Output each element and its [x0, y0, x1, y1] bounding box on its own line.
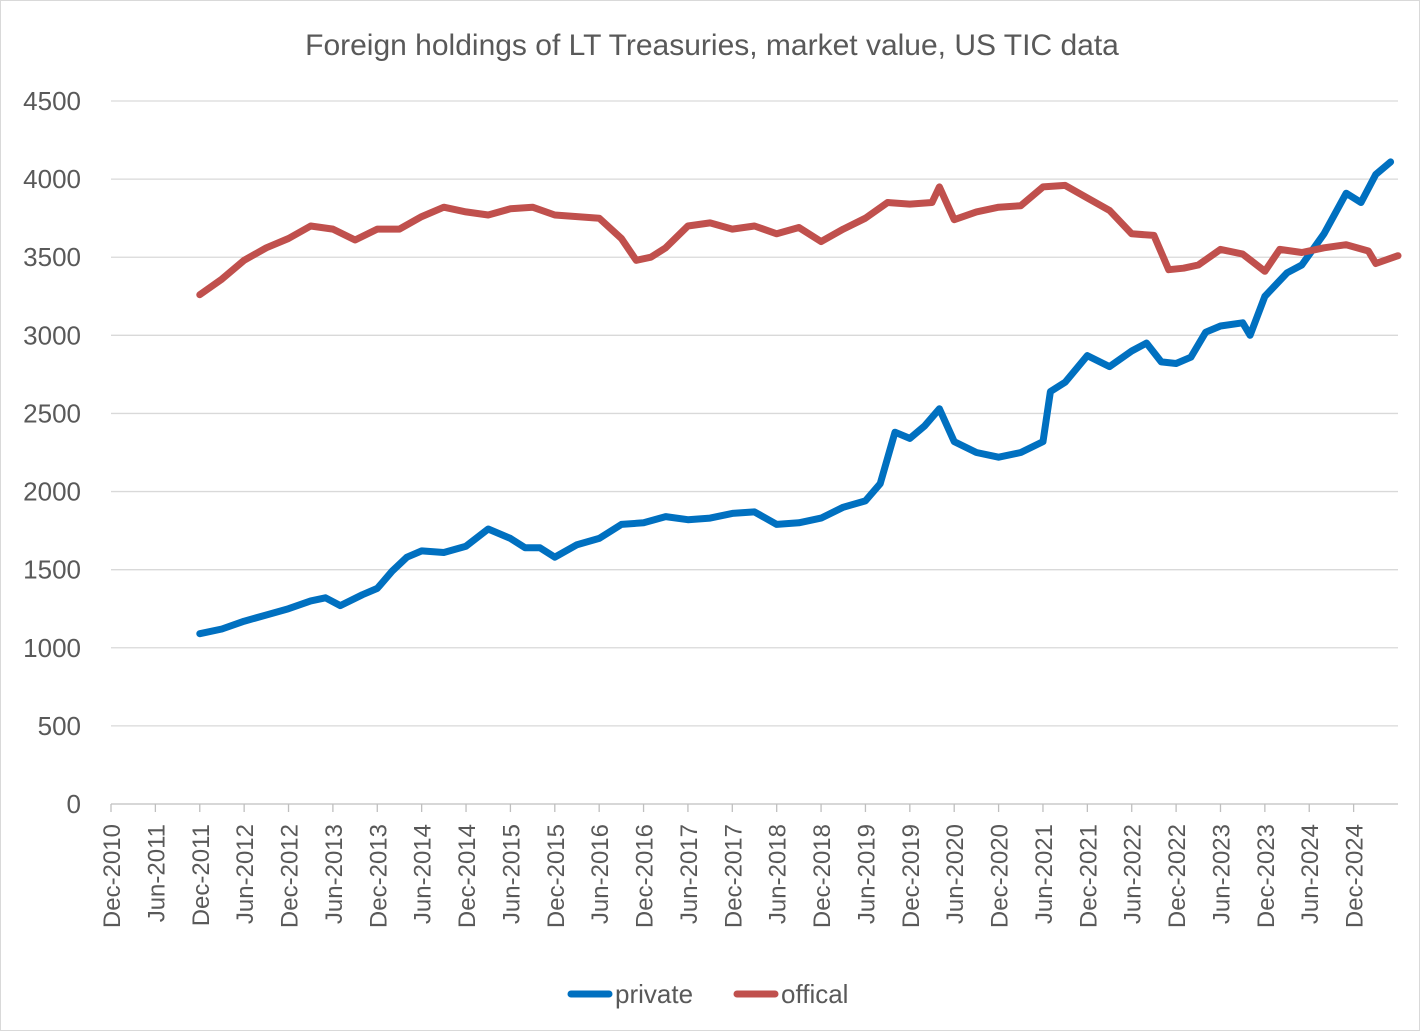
- y-axis-ticks: 0 500 1000 1500 2000 2500 3000 3500 4000 4500: [23, 86, 81, 819]
- x-tick-label: Jun-2016: [587, 824, 614, 924]
- x-axis-ticks: Dec-2010 Jun-2011 Dec-2011 Jun-2012 Dec-2012…: [99, 804, 1369, 928]
- x-tick-label: Jun-2012: [232, 824, 259, 924]
- x-tick-label: Dec-2014: [454, 824, 481, 928]
- x-tick-label: Jun-2021: [1031, 824, 1058, 924]
- x-tick-label: Dec-2010: [99, 824, 126, 928]
- y-tick-label: 3500: [23, 242, 81, 272]
- chart-title: Foreign holdings of LT Treasuries, marke…: [305, 29, 1119, 62]
- x-tick-label: Jun-2011: [143, 824, 170, 922]
- x-tick-label: Dec-2012: [277, 824, 304, 928]
- legend: private offical: [567, 979, 848, 1009]
- series-lines: [196, 158, 1402, 638]
- x-tick-label: Dec-2019: [898, 824, 925, 928]
- x-tick-label: Jun-2023: [1208, 824, 1235, 924]
- x-tick-label: Dec-2024: [1342, 824, 1369, 928]
- x-tick-label: Jun-2015: [498, 824, 525, 924]
- y-tick-label: 0: [67, 789, 81, 819]
- x-tick-label: Dec-2018: [809, 824, 836, 928]
- x-tick-label: Jun-2018: [765, 824, 792, 924]
- y-tick-label: 4000: [23, 164, 81, 194]
- x-tick-label: Dec-2020: [987, 824, 1014, 928]
- x-tick-label: Jun-2022: [1120, 824, 1147, 924]
- y-tick-label: 2000: [23, 477, 81, 507]
- legend-label-private: private: [615, 979, 693, 1009]
- series-line-private: [196, 158, 1395, 638]
- x-tick-label: Dec-2023: [1253, 824, 1280, 928]
- series-line-offical: [196, 181, 1402, 299]
- x-tick-label: Dec-2022: [1164, 824, 1191, 928]
- y-tick-label: 4500: [23, 86, 81, 116]
- x-tick-label: Jun-2014: [410, 824, 437, 924]
- x-tick-label: Dec-2013: [365, 824, 392, 928]
- y-tick-label: 2500: [23, 398, 81, 428]
- gridlines: [111, 100, 1398, 805]
- legend-label-offical: offical: [781, 979, 848, 1009]
- x-tick-label: Jun-2020: [942, 824, 969, 924]
- x-tick-label: Dec-2011: [188, 824, 215, 926]
- x-tick-label: Dec-2017: [720, 824, 747, 928]
- x-tick-label: Jun-2024: [1297, 824, 1324, 924]
- y-tick-label: 1500: [23, 555, 81, 585]
- x-tick-label: Dec-2021: [1075, 824, 1102, 928]
- y-tick-label: 3000: [23, 320, 81, 350]
- x-tick-label: Jun-2013: [321, 824, 348, 924]
- x-tick-label: Dec-2016: [632, 824, 659, 928]
- x-tick-label: Jun-2017: [676, 824, 703, 924]
- x-tick-label: Jun-2019: [853, 824, 880, 924]
- y-tick-label: 1000: [23, 633, 81, 663]
- y-tick-label: 500: [38, 711, 81, 741]
- x-tick-label: Dec-2015: [543, 824, 570, 928]
